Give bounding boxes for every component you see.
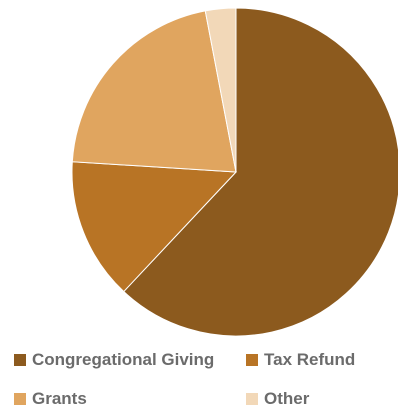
pie-slices [71, 7, 398, 337]
legend-swatch [14, 354, 26, 366]
legend-swatch [14, 393, 26, 405]
legend-label: Grants [32, 389, 87, 408]
legend-item-other: Other [246, 389, 309, 409]
legend-swatch [246, 354, 258, 366]
pie-slice-tax-refund [71, 161, 238, 293]
legend-item-congregational-giving: Congregational Giving [14, 350, 214, 370]
pie-slice-other [204, 7, 237, 173]
pie-slice-grants [71, 10, 237, 173]
legend-item-grants: Grants [14, 389, 87, 409]
legend-swatch [246, 393, 258, 405]
legend-label: Tax Refund [264, 350, 356, 369]
legend-label: Other [264, 389, 310, 408]
pie-slice-congregational-giving [123, 7, 398, 337]
legend-label: Congregational Giving [32, 350, 215, 369]
legend-item-tax-refund: Tax Refund [246, 350, 355, 370]
